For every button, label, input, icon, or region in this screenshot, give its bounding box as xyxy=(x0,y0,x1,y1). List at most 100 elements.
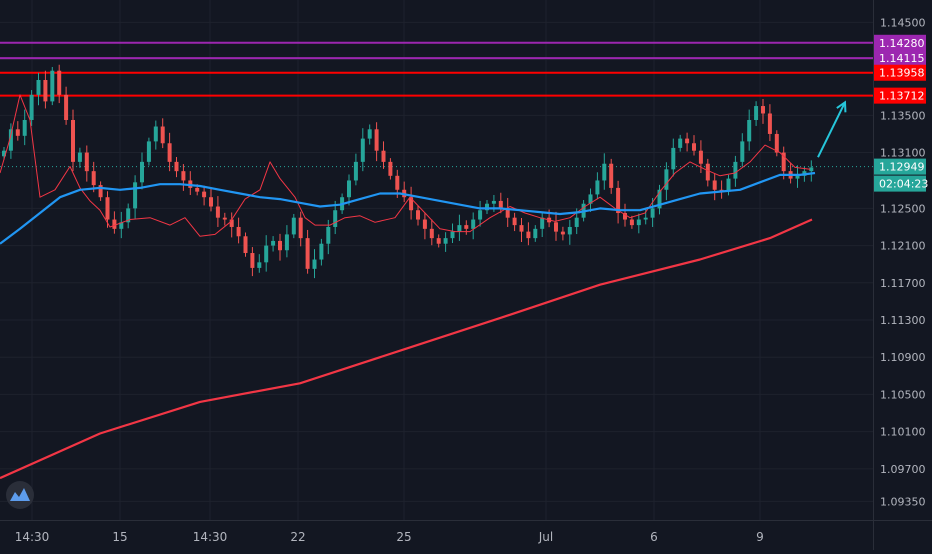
candle-body xyxy=(526,231,531,239)
candle-body xyxy=(243,236,248,254)
candle-body xyxy=(91,171,96,186)
price-tags: 1.14280 1.14115 1.13958 1.13712 1.12949 02:04… xyxy=(874,34,928,192)
candle-body xyxy=(98,185,103,198)
y-tick-label: 1.09350 xyxy=(880,495,926,508)
candle-body xyxy=(464,225,469,229)
y-tick-label: 1.11300 xyxy=(880,314,926,327)
candle-body xyxy=(436,238,441,244)
candle-body xyxy=(519,225,524,232)
x-tick-label: 6 xyxy=(650,530,658,544)
candle-body xyxy=(416,210,420,220)
candle-body xyxy=(50,70,55,102)
candle-body xyxy=(112,219,117,229)
arrow-shaft[interactable] xyxy=(817,101,846,158)
candle-body xyxy=(588,194,593,204)
x-tick-label: 9 xyxy=(756,530,764,544)
candle-body xyxy=(457,225,462,232)
candle-body xyxy=(181,171,186,181)
candle-body xyxy=(222,217,227,220)
candle-body xyxy=(471,219,476,229)
candle-body xyxy=(781,152,786,172)
candle-body xyxy=(284,234,289,251)
candle-body xyxy=(367,129,372,139)
y-tick-label: 1.12100 xyxy=(880,240,926,253)
logo-circle[interactable] xyxy=(6,481,34,509)
candle-body xyxy=(678,138,683,148)
candle-body xyxy=(443,238,448,244)
candle-body xyxy=(754,106,759,120)
x-tick-label: 14:30 xyxy=(193,530,228,544)
candle-body xyxy=(395,175,400,190)
y-tick-label: 1.13500 xyxy=(880,109,926,122)
candle-body xyxy=(712,180,717,190)
candle-body xyxy=(685,138,690,144)
candle-body xyxy=(478,210,483,220)
candle-body xyxy=(105,197,110,220)
candle-body xyxy=(374,129,379,151)
candle-body xyxy=(160,126,165,144)
candle-body xyxy=(429,228,434,239)
x-tick-label: 14:30 xyxy=(15,530,50,544)
candle-body xyxy=(705,163,710,181)
candle-body xyxy=(22,120,27,136)
x-tick-label: Jul xyxy=(538,530,553,544)
x-tick-label: 15 xyxy=(112,530,127,544)
candle-body xyxy=(574,217,579,227)
candle-body xyxy=(257,262,262,268)
candle-body xyxy=(767,113,772,134)
moving-average-line xyxy=(0,94,811,237)
candle-body xyxy=(360,138,365,162)
candle-body xyxy=(146,141,151,162)
candle-body xyxy=(2,150,6,157)
candle-body xyxy=(36,80,41,95)
tradingview-logo[interactable] xyxy=(6,481,34,509)
annotation-arrow[interactable] xyxy=(817,100,847,158)
candle-body xyxy=(291,217,296,235)
grid xyxy=(0,0,873,520)
y-tick-label: 1.10500 xyxy=(880,388,926,401)
candle-body xyxy=(595,180,600,195)
candle-body xyxy=(498,200,503,209)
level-price-tag: 1.13958 xyxy=(879,67,925,80)
x-tick-label: 22 xyxy=(290,530,305,544)
level-price-tag: 1.14280 xyxy=(879,37,925,50)
candle-body xyxy=(657,189,662,209)
candle-body xyxy=(8,129,13,151)
candle-body xyxy=(71,120,75,162)
candle-body xyxy=(312,259,317,269)
candle-body xyxy=(485,203,489,211)
candle-body xyxy=(381,150,386,162)
arrow-head[interactable] xyxy=(836,100,847,113)
candle-body xyxy=(119,222,124,229)
candle-body xyxy=(57,70,62,95)
candle-body xyxy=(726,178,731,192)
candle-body xyxy=(409,197,414,211)
candle-body xyxy=(540,217,545,229)
candle-body xyxy=(616,187,621,214)
candle-body xyxy=(740,141,745,162)
level-price-tag-bg xyxy=(874,87,926,104)
candle-body xyxy=(733,161,738,179)
candle-body xyxy=(692,143,696,151)
countdown-tag-bg xyxy=(874,175,926,192)
candle-body xyxy=(629,219,634,226)
candle-body xyxy=(774,133,779,153)
level-price-tag: 1.14115 xyxy=(879,52,925,65)
candle-body xyxy=(795,175,800,179)
candle-body xyxy=(671,147,676,170)
candle-body xyxy=(236,226,241,237)
level-price-tag-bg xyxy=(874,34,926,51)
candle-body xyxy=(305,238,310,269)
candle-body xyxy=(326,226,331,244)
moving-averages xyxy=(0,94,816,480)
candle-body xyxy=(698,150,703,164)
y-tick-label: 1.09700 xyxy=(880,463,926,476)
candle-body xyxy=(353,161,358,181)
candle-body xyxy=(602,163,607,181)
candle-body xyxy=(278,240,282,251)
candle-body xyxy=(636,219,641,226)
last-price-tag-bg xyxy=(874,158,926,175)
candle-body xyxy=(153,126,158,142)
candle-body xyxy=(512,217,517,226)
